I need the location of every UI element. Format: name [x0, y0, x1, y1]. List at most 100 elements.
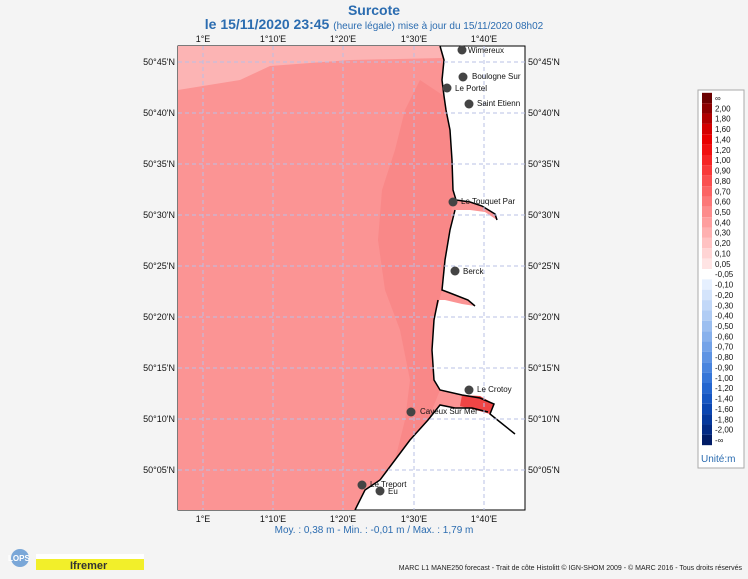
place-marker[interactable]: Boulogne Sur — [458, 72, 521, 82]
legend-label: 1,20 — [715, 146, 731, 155]
forecast-date: le 15/11/2020 23:45 — [204, 16, 330, 32]
legend-swatch — [702, 393, 712, 404]
legend-swatch — [702, 92, 712, 104]
lat-tick-left: 50°35'N — [143, 159, 175, 169]
logos: LOPS — [6, 548, 146, 574]
place-marker[interactable]: Eu — [375, 486, 398, 497]
color-legend: ∞2,00 1,801,601,40 1,201,00 0,900,800,70 0,6… — [697, 89, 745, 469]
legend-label: -0,20 — [715, 291, 734, 300]
ifremer-logo-text: Ifremer — [70, 560, 108, 572]
legend-swatch — [702, 310, 712, 321]
lat-tick-right: 50°20'N — [528, 312, 560, 322]
legend-label: 0,60 — [715, 198, 731, 207]
legend-swatch — [702, 113, 712, 124]
legend-label: 1,40 — [715, 135, 731, 144]
credit-line: MARC L1 MANE250 forecast - Trait de côte… — [398, 565, 742, 572]
lat-tick-right: 50°40'N — [528, 108, 560, 118]
legend-swatch — [702, 227, 712, 238]
lon-tick-bottom: 1°20'E — [330, 514, 356, 524]
lon-tick-bottom: 1°30'E — [401, 514, 427, 524]
place-marker[interactable]: Saint Etienn — [464, 99, 521, 109]
sea-corner-shade — [178, 46, 442, 90]
legend-swatch — [702, 289, 712, 301]
sea-near-coast-shade — [378, 80, 453, 460]
legend-label: -0,40 — [715, 312, 734, 321]
legend-label: 0,90 — [715, 167, 731, 176]
legend-swatch — [702, 300, 712, 311]
lat-tick-left: 50°20'N — [143, 312, 175, 322]
legend-label: -1,20 — [715, 384, 734, 393]
lat-tick-right: 50°30'N — [528, 210, 560, 220]
lat-tick-right: 50°35'N — [528, 159, 560, 169]
legend-label: -0,10 — [715, 281, 734, 290]
place-label: Le Portel — [455, 84, 487, 93]
legend-swatch — [702, 362, 712, 373]
legend-swatch — [702, 186, 712, 197]
lon-tick-top: 1°10'E — [260, 34, 286, 44]
legend-swatch — [702, 237, 712, 249]
place-marker[interactable]: Le Crotoy — [464, 385, 512, 395]
legend-swatch — [702, 175, 712, 187]
lon-tick-top: 1°40'E — [471, 34, 497, 44]
legend-label: 0,30 — [715, 229, 731, 238]
lat-tick-left: 50°25'N — [143, 261, 175, 271]
legend-swatch — [702, 403, 712, 415]
legend-label: ∞ — [715, 94, 721, 103]
legend-label: 1,60 — [715, 125, 731, 134]
lon-tick-bottom: 1°40'E — [471, 514, 497, 524]
places-layer: Wimereux Boulogne Sur Le Portel Saint Et… — [357, 45, 521, 497]
legend-label: -0,05 — [715, 270, 734, 279]
legend-swatch — [702, 123, 712, 135]
lon-tick-top: 1°20'E — [330, 34, 356, 44]
place-marker[interactable]: Le Portel — [442, 83, 488, 94]
legend-swatch — [702, 217, 712, 228]
lat-tick-right: 50°05'N — [528, 465, 560, 475]
legend-swatch — [702, 165, 712, 176]
place-marker[interactable]: Le Touquet Par — [448, 197, 516, 207]
legend-label: 0,70 — [715, 187, 731, 196]
place-label: Le Touquet Par — [461, 197, 515, 206]
place-marker[interactable]: Wimereux — [457, 45, 505, 56]
place-label: Saint Etienn — [477, 99, 520, 108]
lon-tick-top: 1°E — [196, 34, 211, 44]
lat-tick-left: 50°15'N — [143, 363, 175, 373]
map-title: Surcote — [347, 2, 401, 18]
legend-label: 2,00 — [715, 104, 731, 113]
legend-swatch — [702, 434, 712, 446]
legend-swatch — [702, 196, 712, 207]
legend-label: -0,70 — [715, 343, 734, 352]
legend-unit: Unité:m — [701, 454, 736, 465]
place-label: Le Crotoy — [477, 385, 512, 394]
legend-label: -1,40 — [715, 395, 734, 404]
legend-label: 0,10 — [715, 249, 731, 258]
place-marker[interactable]: Cayeux Sur Mer — [406, 407, 479, 417]
surge-stats: Moy. : 0,38 m - Min. : -0,01 m / Max. : … — [274, 525, 474, 536]
place-label: Le Treport — [370, 480, 407, 489]
legend-label: -1,00 — [715, 374, 734, 383]
legend-label: -0,80 — [715, 353, 734, 362]
lat-tick-right: 50°25'N — [528, 261, 560, 271]
legend-label: 0,20 — [715, 239, 731, 248]
legend-label: 0,05 — [715, 260, 731, 269]
place-label: Berck — [463, 267, 484, 276]
legend-label: 0,50 — [715, 208, 731, 217]
place-marker[interactable]: Berck — [450, 266, 485, 277]
legend-swatch — [702, 279, 712, 290]
update-note: (heure légale) mise à jour du 15/11/2020… — [333, 21, 544, 32]
legend-swatch — [702, 248, 712, 259]
legend-label: -0,30 — [715, 301, 734, 310]
place-label: Wimereux — [468, 46, 504, 55]
legend-swatch — [702, 341, 712, 352]
legend-swatch — [702, 103, 712, 114]
legend-label: -1,60 — [715, 405, 734, 414]
legend-swatch — [702, 134, 712, 145]
lat-tick-right: 50°45'N — [528, 57, 560, 67]
legend-swatch — [702, 258, 712, 269]
legend-swatch — [702, 424, 712, 435]
lat-tick-left: 50°40'N — [143, 108, 175, 118]
legend-label: -∞ — [715, 436, 724, 445]
legend-swatch — [702, 269, 712, 280]
legend-label: -0,90 — [715, 363, 734, 372]
lat-tick-right: 50°10'N — [528, 414, 560, 424]
place-marker[interactable]: Le Treport — [357, 480, 408, 490]
